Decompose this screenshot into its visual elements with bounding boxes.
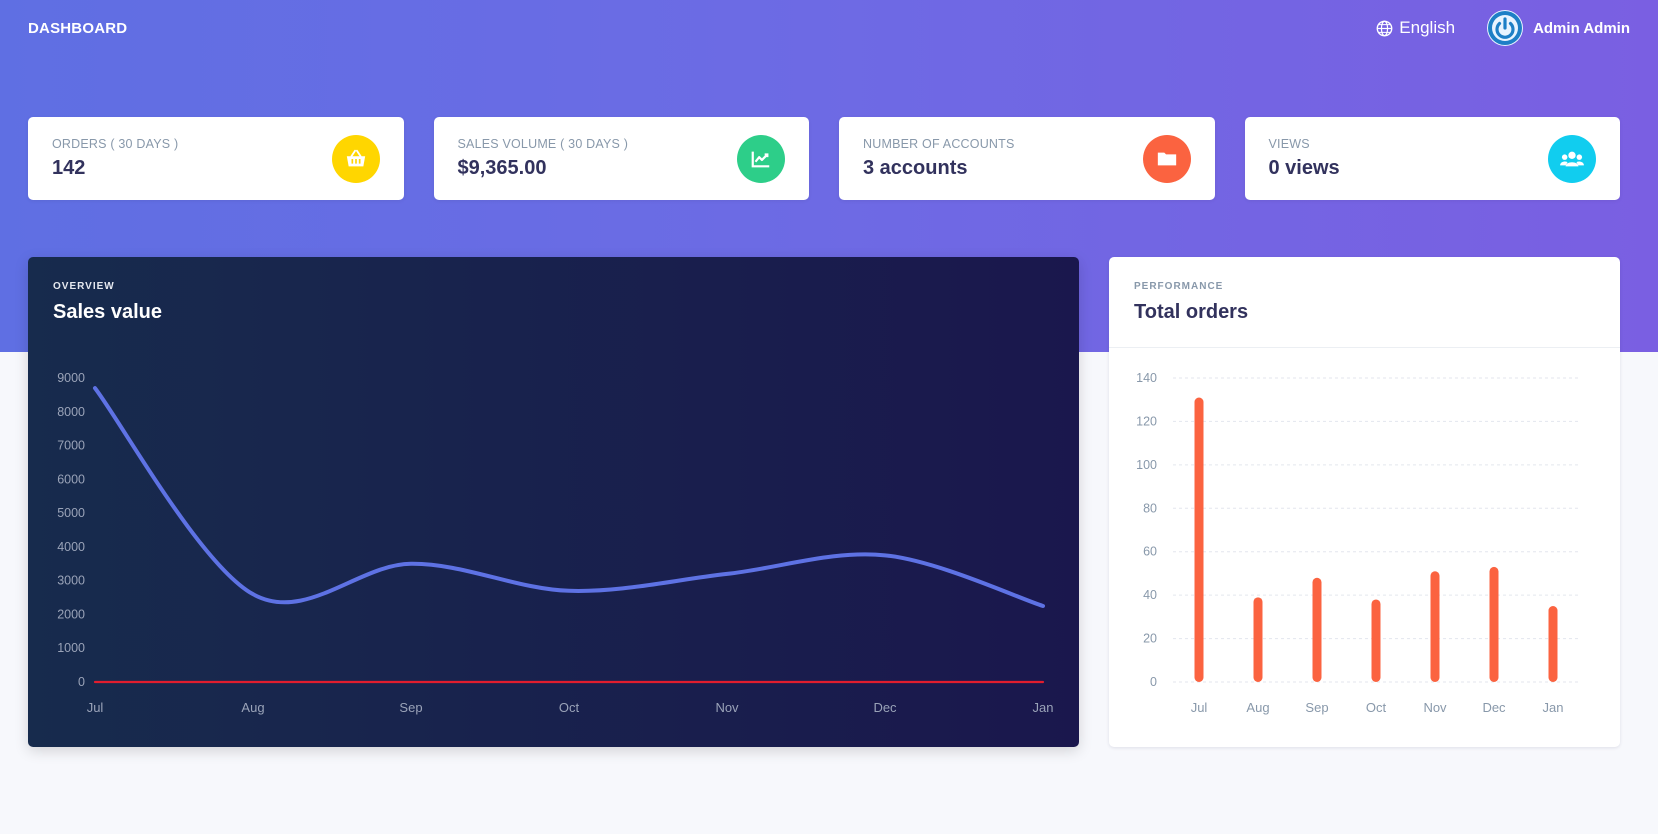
stat-card-sales-volume: SALES VOLUME ( 30 DAYS ) $9,365.00 <box>433 117 809 200</box>
x-tick-label: Oct <box>559 700 580 715</box>
x-tick-label: Oct <box>1366 700 1387 715</box>
y-tick-label: 3000 <box>57 574 85 588</box>
stat-label: VIEWS <box>1268 137 1310 151</box>
stat-value: 142 <box>52 157 86 179</box>
language-selector[interactable]: English <box>1376 18 1455 38</box>
y-tick-label: 4000 <box>57 540 85 554</box>
x-tick-label: Jul <box>87 700 104 715</box>
stat-value: 0 views <box>1268 157 1340 179</box>
users-icon <box>1548 134 1596 183</box>
globe-icon <box>1376 20 1393 37</box>
stat-value: 3 accounts <box>863 157 968 179</box>
card-eyebrow: PERFORMANCE <box>1134 281 1224 292</box>
stat-label: ORDERS ( 30 DAYS ) <box>52 137 179 151</box>
y-tick-label: 100 <box>1136 458 1157 472</box>
orders-bar-chart[interactable]: 0 20 40 60 80 100 120 140 Jul Aug Sep Oct Nov Dec Jan <box>1109 257 1620 747</box>
user-name: Admin Admin <box>1533 19 1630 37</box>
bar <box>1489 566 1499 682</box>
top-navbar: DASHBOARD English Admin Admin <box>28 0 1630 56</box>
card-title: Sales value <box>53 301 162 323</box>
stat-label: SALES VOLUME ( 30 DAYS ) <box>457 137 629 151</box>
x-tick-label: Sep <box>399 700 422 715</box>
y-tick-label: 2000 <box>57 607 85 621</box>
y-tick-label: 40 <box>1143 588 1157 602</box>
x-tick-label: Jan <box>1033 700 1054 715</box>
y-tick-label: 60 <box>1143 545 1157 559</box>
bar <box>1371 599 1381 682</box>
x-tick-label: Nov <box>1423 700 1447 715</box>
folder-icon <box>1142 134 1191 183</box>
series-line <box>93 386 1045 608</box>
bar <box>1312 577 1322 682</box>
y-tick-label: 0 <box>78 675 85 689</box>
bar <box>1194 397 1204 682</box>
card-eyebrow: OVERVIEW <box>53 281 115 292</box>
stat-card-views: VIEWS 0 views <box>1244 117 1620 200</box>
card-title: Total orders <box>1134 301 1249 323</box>
total-orders-card: PERFORMANCE Total orders 0 20 40 60 80 100 120… <box>1109 257 1620 747</box>
avatar <box>1487 10 1524 46</box>
bar <box>1548 606 1558 682</box>
y-tick-label: 9000 <box>57 371 85 385</box>
x-tick-label: Aug <box>241 700 264 715</box>
x-tick-label: Dec <box>1482 700 1506 715</box>
x-tick-label: Aug <box>1246 700 1269 715</box>
chart-line-icon <box>737 134 785 183</box>
stat-card-orders: ORDERS ( 30 DAYS ) 142 <box>28 117 404 200</box>
y-tick-label: 7000 <box>57 439 85 453</box>
y-tick-label: 120 <box>1136 414 1157 428</box>
stat-card-accounts: NUMBER OF ACCOUNTS 3 accounts <box>839 117 1215 200</box>
user-menu[interactable]: Admin Admin <box>1487 10 1630 46</box>
y-tick-label: 8000 <box>57 405 85 419</box>
x-tick-label: Nov <box>715 700 739 715</box>
sales-value-card: OVERVIEW Sales value 0 1000 2000 3000 4000 50… <box>28 257 1079 747</box>
stat-value: $9,365.00 <box>457 157 547 179</box>
y-tick-label: 20 <box>1143 632 1157 646</box>
bar <box>1430 571 1440 682</box>
stats-row: ORDERS ( 30 DAYS ) 142 SALES VOLUME ( 30… <box>28 117 1620 200</box>
basket-icon <box>331 134 380 183</box>
y-tick-label: 80 <box>1143 501 1157 515</box>
power-icon <box>1488 11 1523 45</box>
y-tick-label: 5000 <box>57 506 85 520</box>
y-tick-label: 0 <box>1150 675 1157 689</box>
x-tick-label: Sep <box>1305 700 1328 715</box>
sales-line-chart[interactable]: 0 1000 2000 3000 4000 5000 6000 7000 8000 9000 Jul… <box>28 257 1079 747</box>
stat-label: NUMBER OF ACCOUNTS <box>863 137 1015 151</box>
x-tick-label: Dec <box>873 700 897 715</box>
x-tick-label: Jul <box>1191 700 1208 715</box>
brand-title[interactable]: DASHBOARD <box>28 19 128 37</box>
bar <box>1253 597 1263 682</box>
y-tick-label: 1000 <box>57 641 85 655</box>
y-tick-label: 6000 <box>57 472 85 486</box>
y-tick-label: 140 <box>1136 371 1157 385</box>
language-label: English <box>1399 18 1456 37</box>
x-tick-label: Jan <box>1543 700 1564 715</box>
navbar-right: English Admin Admin <box>1376 10 1630 46</box>
